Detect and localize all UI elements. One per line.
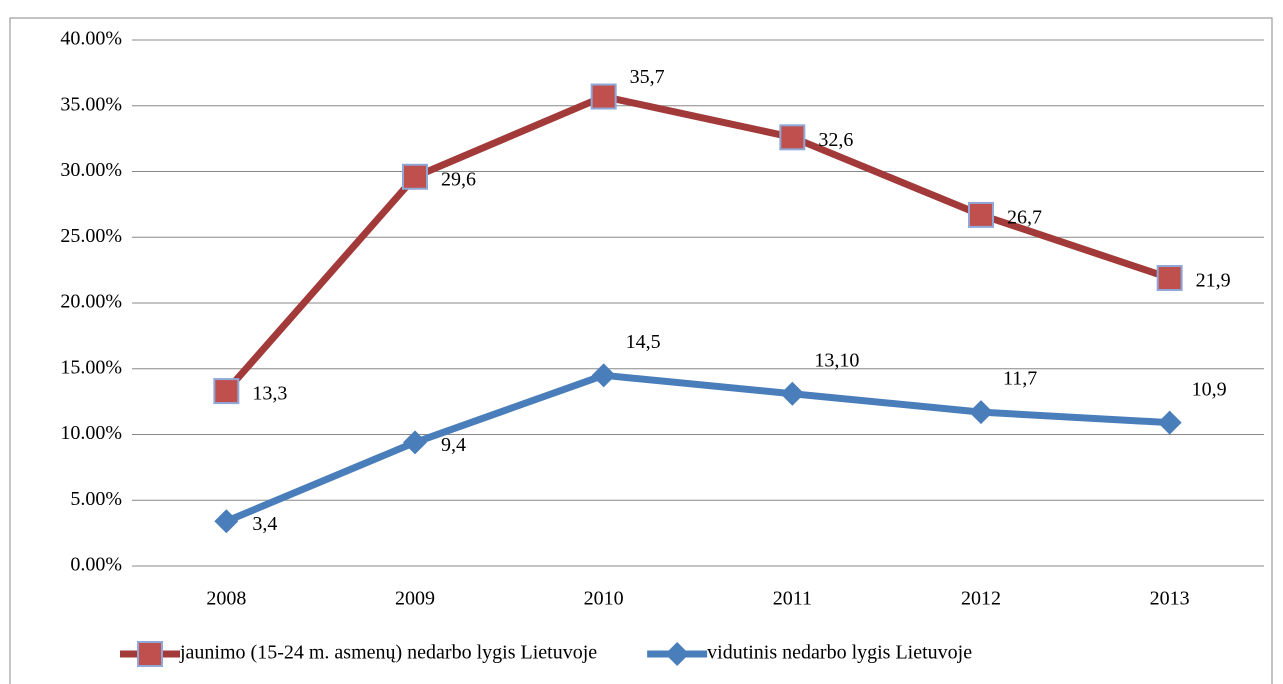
y-tick-label: 5.00% <box>70 488 122 510</box>
data-label: 29,6 <box>441 168 476 190</box>
data-label: 13,10 <box>814 349 859 371</box>
y-tick-label: 25.00% <box>60 225 122 247</box>
marker <box>780 381 805 406</box>
marker <box>214 509 239 534</box>
x-tick-label: 2011 <box>773 588 812 610</box>
y-tick-label: 20.00% <box>60 291 122 313</box>
marker <box>591 363 616 388</box>
legend-marker <box>665 642 690 666</box>
marker <box>403 430 427 455</box>
marker <box>779 124 806 151</box>
x-tick-label: 2009 <box>395 588 435 610</box>
y-tick-label: 10.00% <box>60 422 122 444</box>
marker <box>968 201 994 228</box>
y-tick-label: 15.00% <box>60 356 122 378</box>
chart-frame <box>9 17 1273 684</box>
x-tick-label: 2013 <box>1150 588 1190 610</box>
legend-marker <box>137 641 163 667</box>
marker <box>213 378 240 405</box>
data-label: 9,4 <box>441 434 466 456</box>
y-tick-label: 30.00% <box>60 159 122 181</box>
data-label: 10,9 <box>1192 378 1227 400</box>
data-label: 3,4 <box>252 513 277 535</box>
data-label: 21,9 <box>1196 270 1231 292</box>
legend-label: jaunimo (15-24 m. asmenų) nedarbo lygis … <box>179 642 597 664</box>
data-label: 14,5 <box>626 331 661 353</box>
data-label: 26,7 <box>1007 206 1042 228</box>
marker <box>969 400 993 425</box>
marker <box>1157 410 1182 435</box>
data-label: 11,7 <box>1003 368 1037 390</box>
x-tick-label: 2012 <box>961 588 1001 610</box>
y-tick-label: 40.00% <box>60 28 122 50</box>
data-label: 32,6 <box>818 129 853 151</box>
x-tick-label: 2008 <box>206 588 246 610</box>
data-label: 35,7 <box>630 66 665 88</box>
marker <box>590 83 617 110</box>
marker <box>402 163 428 190</box>
legend-label: vidutinis nedarbo lygis Lietuvoje <box>707 642 972 664</box>
series-line <box>224 371 1170 525</box>
x-tick-label: 2010 <box>584 588 624 610</box>
y-tick-label: 0.00% <box>70 554 122 576</box>
series-line <box>223 93 1171 394</box>
marker <box>1156 265 1183 292</box>
data-label: 13,3 <box>252 383 287 405</box>
y-tick-label: 35.00% <box>60 93 122 115</box>
